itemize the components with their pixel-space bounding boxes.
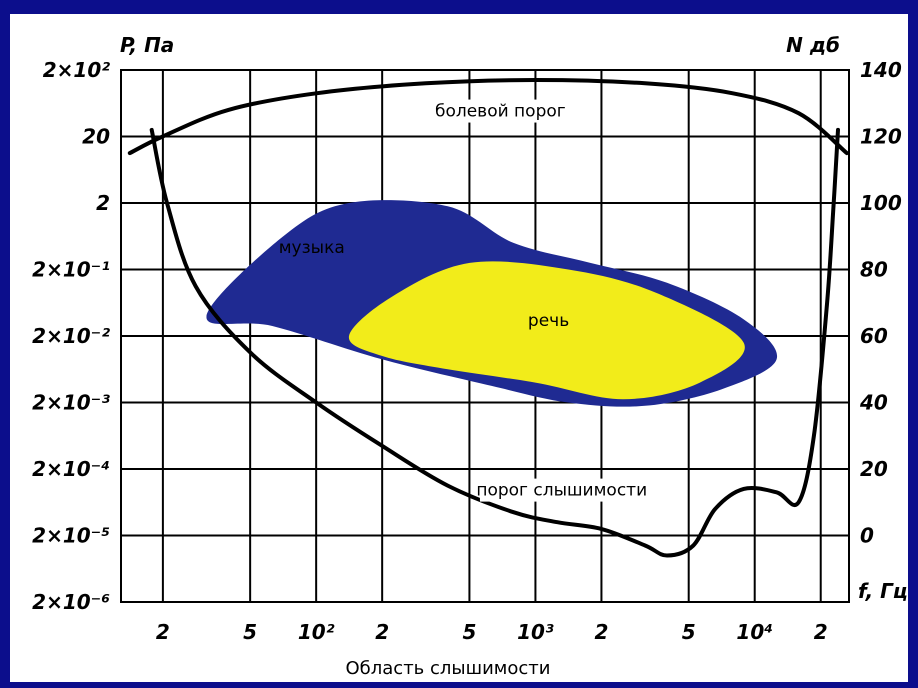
left-tick-label: 2×10⁻¹ [32, 258, 110, 282]
right-tick-label: 100 [860, 191, 902, 215]
left-tick-label: 2×10⁻⁵ [32, 524, 110, 548]
bottom-tick-label: 2 [594, 620, 608, 644]
curves [127, 77, 849, 558]
left-tick-label: 2 [96, 191, 110, 215]
pain-threshold-curve [127, 77, 849, 156]
left-tick-label: 2×10⁻⁶ [32, 590, 110, 614]
hearing-threshold-curve [149, 127, 840, 558]
bottom-tick-label: 10² [298, 620, 335, 644]
bottom-tick-label: 10³ [517, 620, 554, 644]
bottom-tick-label: 2 [375, 620, 389, 644]
right-tick-label: 40 [859, 391, 888, 415]
right-tick-label: 20 [860, 457, 888, 481]
left-tick-label: 2×10⁻³ [32, 391, 110, 415]
hearing-threshold-label-background [479, 478, 644, 502]
pain-threshold-label: болевой порог [435, 102, 566, 122]
right-tick-label: 0 [860, 524, 874, 548]
labels: 2×10²2022×10⁻¹2×10⁻²2×10⁻³2×10⁻⁴2×10⁻⁵2×… [32, 33, 908, 679]
bottom-tick-label: 10⁴ [736, 620, 773, 644]
hearing-area-chart: 2×10²2022×10⁻¹2×10⁻²2×10⁻³2×10⁻⁴2×10⁻⁵2×… [32, 33, 908, 679]
right-tick-label: 80 [860, 258, 888, 282]
hearing-threshold-label: порог слышимости [476, 481, 647, 501]
areas [206, 200, 778, 407]
left-axis-title: P, Па [120, 33, 174, 57]
bottom-tick-label: 5 [462, 620, 476, 644]
right-tick-label: 120 [860, 125, 902, 149]
left-tick-label: 20 [82, 125, 110, 149]
right-axis-title: N дб [786, 33, 840, 57]
speech-area [348, 261, 745, 400]
music-label: музыка [279, 238, 345, 258]
bottom-tick-label: 5 [682, 620, 696, 644]
pain-threshold-label-background [432, 99, 568, 123]
bottom-tick-label: 5 [243, 620, 257, 644]
x-axis-title: f, Гц [858, 579, 908, 603]
left-tick-label: 2×10⁻⁴ [32, 457, 110, 481]
left-tick-label: 2×10⁻² [32, 324, 110, 348]
bottom-tick-label: 2 [814, 620, 828, 644]
speech-label: речь [528, 311, 569, 331]
chart-panel: 2×10² 20 2 2×10⁻¹ 2×10⁻² 2×10⁻³ 2×10⁻⁴ 2×10⁻⁵ 2×… [10, 14, 908, 682]
bottom-tick-label: 2 [156, 620, 170, 644]
chart-caption: Область слышимости [346, 658, 551, 679]
left-tick-label: 2×10² [43, 58, 111, 82]
right-tick-label: 60 [860, 324, 888, 348]
right-tick-label: 140 [860, 58, 902, 82]
